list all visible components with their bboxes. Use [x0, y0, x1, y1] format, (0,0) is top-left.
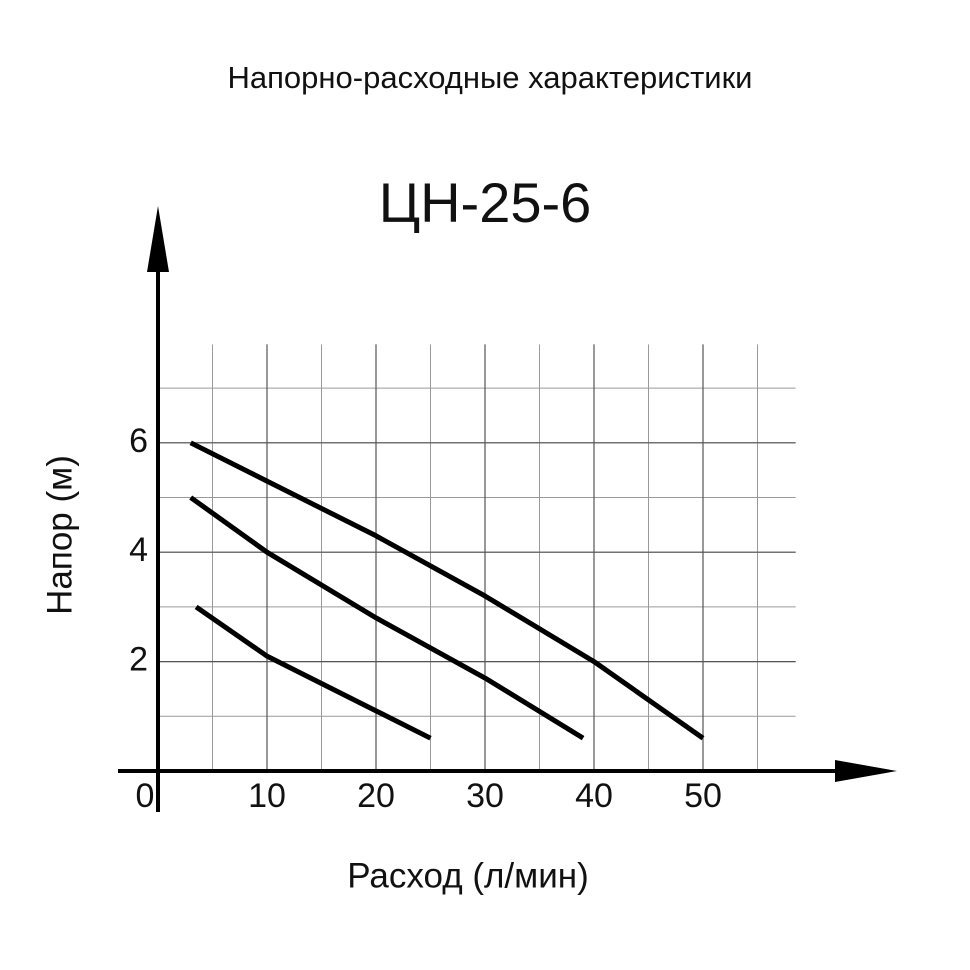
x-tick-label: 10	[248, 777, 286, 815]
x-axis-arrow	[835, 760, 897, 782]
curve	[194, 604, 432, 741]
plot-area	[189, 440, 705, 741]
curve	[189, 440, 705, 741]
x-tick-label: 30	[466, 777, 504, 815]
x-tick-label: 40	[575, 777, 613, 815]
x-tick-label: 0	[136, 777, 155, 815]
y-tick-label: 2	[129, 641, 148, 679]
grid	[157, 344, 796, 771]
x-tick-label: 20	[357, 777, 395, 815]
y-axis-arrow	[147, 206, 169, 272]
x-tick-label: 50	[684, 777, 722, 815]
y-tick-label: 4	[129, 531, 148, 569]
x-axis-label: Расход (л/мин)	[347, 856, 589, 895]
y-tick-label: 6	[129, 422, 148, 460]
chart-subtitle: ЦН-25-6	[379, 171, 592, 234]
chart-title: Напорно-расходные характеристики	[228, 60, 753, 95]
curve	[189, 495, 585, 741]
y-axis-label: Напор (м)	[40, 455, 79, 615]
